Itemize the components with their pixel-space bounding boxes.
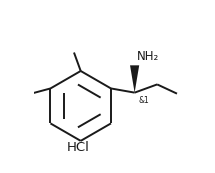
Text: HCl: HCl [67,141,90,154]
Polygon shape [130,65,139,93]
Text: NH₂: NH₂ [137,50,160,63]
Text: &1: &1 [139,96,150,105]
